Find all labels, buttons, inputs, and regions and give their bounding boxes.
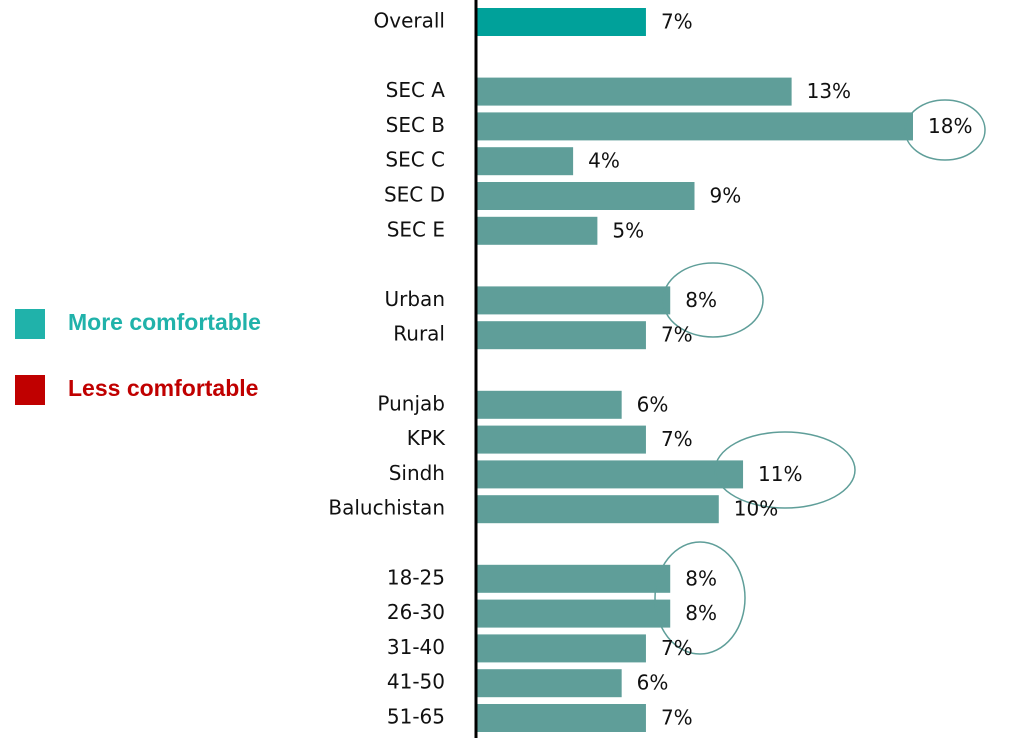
bar [476, 182, 695, 210]
bar [476, 704, 646, 732]
y-tick-label: 18-25 [387, 565, 445, 589]
highlight [714, 431, 856, 509]
y-tick-label: KPK [407, 426, 446, 450]
value-label: 9% [710, 184, 742, 208]
highlight [904, 99, 986, 161]
value-label: 7% [661, 427, 693, 451]
y-tick-label: Overall [374, 9, 445, 33]
bar [476, 634, 646, 663]
value-label: 7% [661, 10, 693, 34]
bar [476, 216, 598, 245]
y-tick-label: Punjab [377, 391, 445, 415]
value-label: 8% [685, 288, 717, 312]
value-label: 6% [637, 392, 669, 416]
bar [476, 460, 744, 489]
value-label: 4% [588, 149, 620, 173]
y-tick-label: Urban [385, 287, 446, 311]
bar [476, 286, 671, 315]
y-tick-label: SEC C [385, 148, 445, 172]
bar [476, 112, 913, 141]
legend-swatch [15, 309, 45, 339]
value-label: 7% [661, 323, 693, 347]
y-tick-label: SEC D [384, 183, 445, 207]
highlight [662, 262, 764, 338]
y-tick-label: 51-65 [387, 705, 445, 729]
y-tick-label: 26-30 [387, 600, 445, 624]
value-label: 7% [661, 706, 693, 730]
bar [476, 390, 622, 419]
y-tick-label: SEC B [386, 113, 445, 137]
bar [476, 321, 646, 350]
value-label: 13% [807, 79, 851, 103]
bar [476, 425, 646, 454]
bar [476, 147, 574, 176]
legend-label: More comfortable [68, 309, 261, 335]
value-label: 10% [734, 497, 778, 521]
value-label: 11% [758, 462, 802, 486]
y-tick-label: 31-40 [387, 635, 445, 659]
legend-swatch [15, 375, 45, 405]
bar [476, 495, 719, 524]
bar [476, 599, 671, 628]
y-tick-label: Sindh [389, 461, 445, 485]
legend-label: Less comfortable [68, 375, 258, 401]
bar [476, 669, 622, 698]
y-tick-label: SEC E [387, 217, 445, 241]
value-label: 8% [685, 601, 717, 625]
bar [476, 8, 646, 36]
y-tick-label: SEC A [386, 78, 446, 102]
y-tick-label: 41-50 [387, 670, 445, 694]
bars [476, 8, 913, 732]
value-label: 18% [928, 114, 972, 138]
value-label: 8% [685, 566, 717, 590]
y-tick-label: Rural [393, 322, 445, 346]
value-label: 6% [637, 671, 669, 695]
bar [476, 77, 792, 106]
highlight [654, 541, 746, 655]
value-label: 5% [612, 218, 644, 242]
bar [476, 564, 671, 593]
value-label: 7% [661, 636, 693, 660]
y-tick-label: Baluchistan [328, 496, 445, 520]
